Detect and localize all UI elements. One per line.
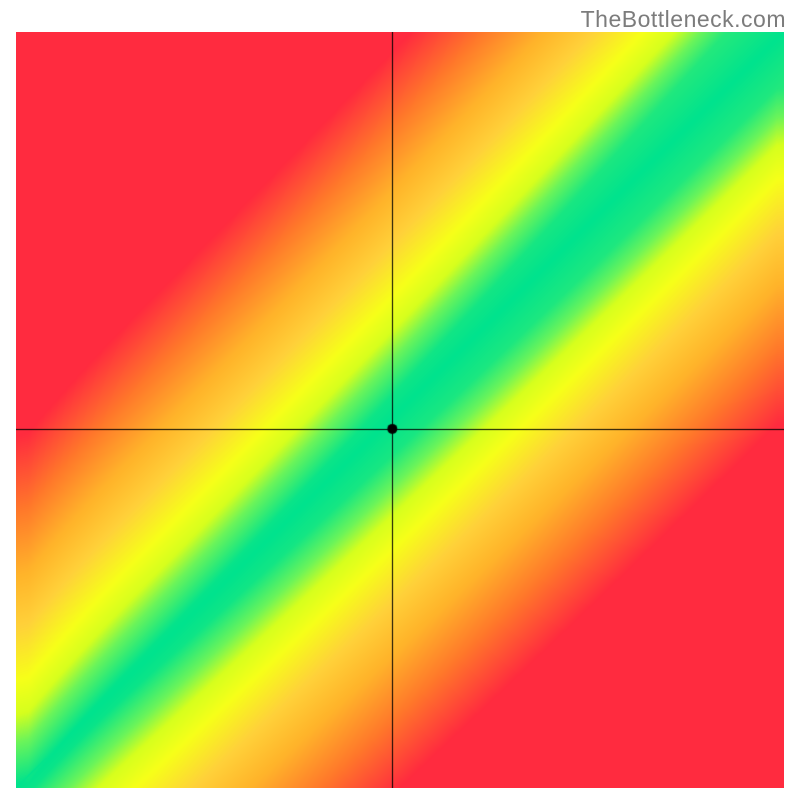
- chart-container: TheBottleneck.com: [0, 0, 800, 800]
- watermark-text: TheBottleneck.com: [581, 6, 786, 33]
- bottleneck-heatmap: [16, 32, 784, 788]
